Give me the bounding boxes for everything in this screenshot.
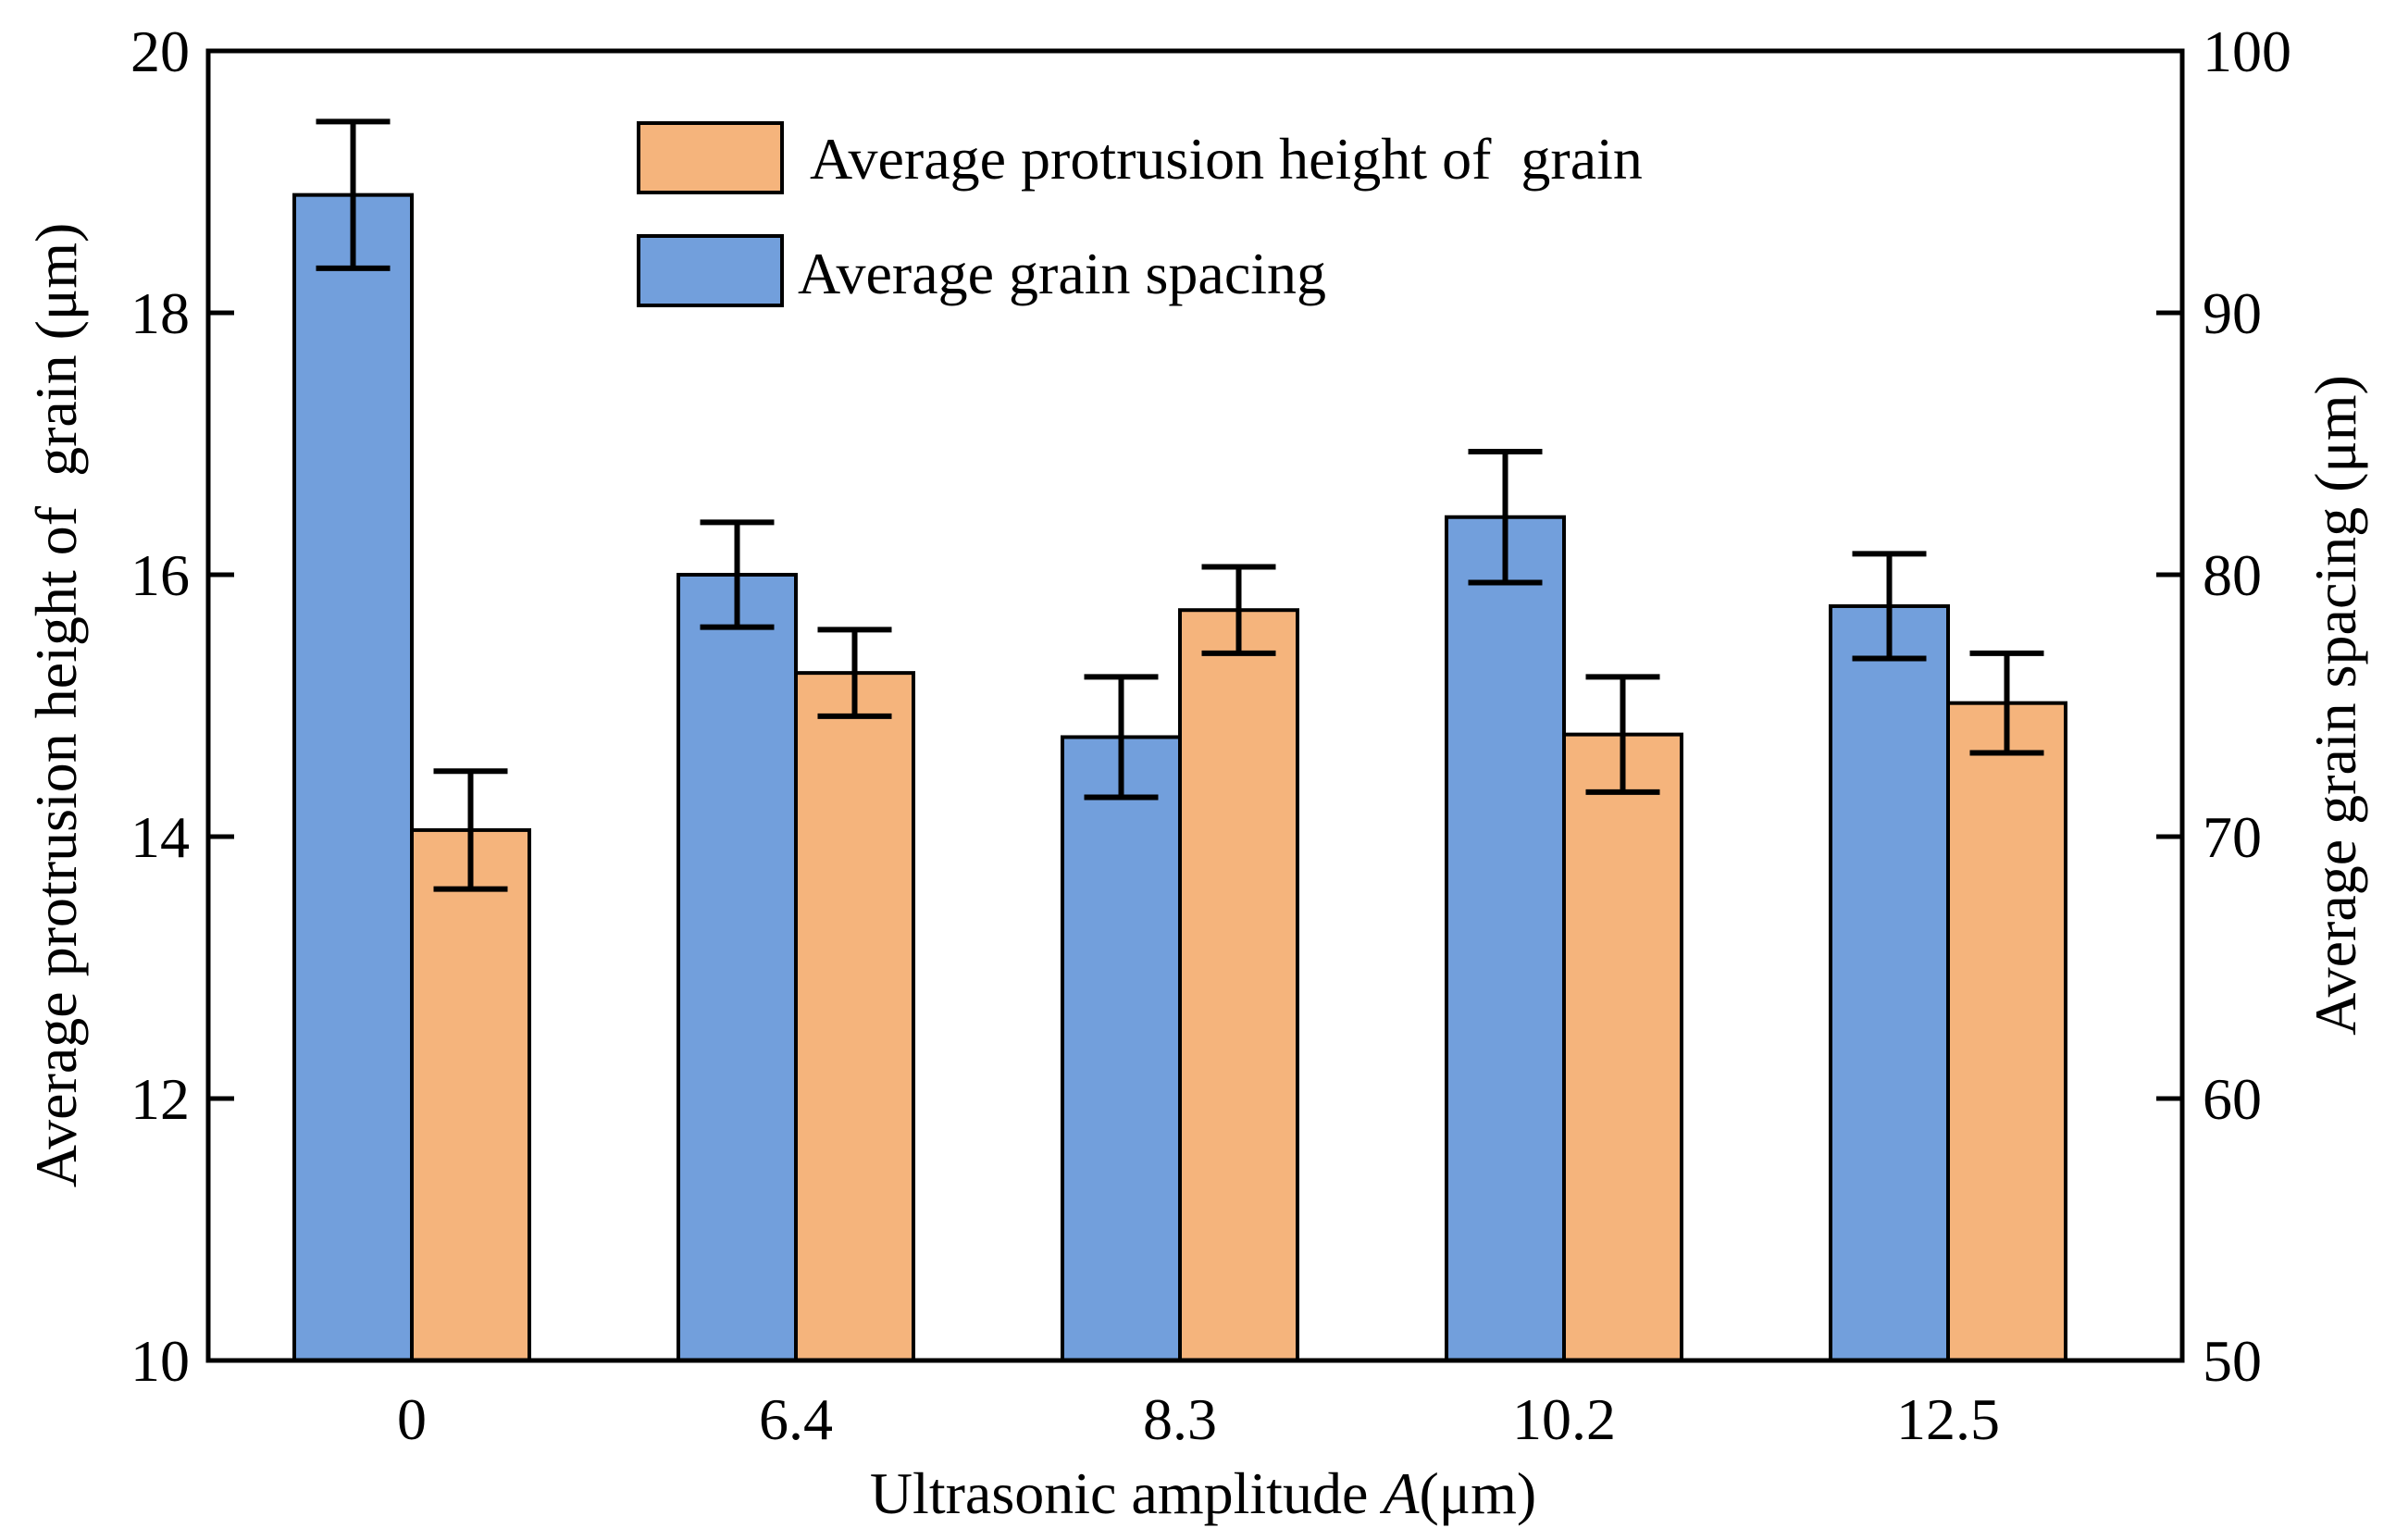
error-bar-grain-spacing-10.2 <box>1468 448 1543 586</box>
y-tick-label-right: 100 <box>2203 19 2291 84</box>
y-axis-title-left: Average protrusion height of grain (μm) <box>23 223 89 1188</box>
y-tick-label-right: 50 <box>2203 1328 2262 1394</box>
ticks-layer: 0 6.4 8.3 10.2 12.5 10 12 14 16 18 20 50 60 70 80 90 100 <box>130 19 2291 1452</box>
x-tick-label: 6.4 <box>759 1386 833 1452</box>
error-bar-grain-spacing-0 <box>316 118 391 271</box>
x-axis-title: Ultrasonic amplitude A(μm) <box>870 1460 1536 1526</box>
error-bar-protrusion-height-6.4 <box>817 627 892 719</box>
y-tick-label-right: 70 <box>2203 804 2262 870</box>
y-tick-label-right: 90 <box>2203 280 2262 346</box>
y-tick-label-left: 20 <box>130 19 190 84</box>
y-tick-label-left: 18 <box>130 280 190 346</box>
error-bar-grain-spacing-12.5 <box>1852 551 1927 662</box>
error-bar-protrusion-height-10.2 <box>1585 674 1660 795</box>
bar-protrusion-height-8.3 <box>1178 608 1299 1362</box>
y-tick-label-left: 10 <box>130 1328 190 1394</box>
bar-protrusion-height-0 <box>410 827 531 1362</box>
bar-grain-spacing-10.2 <box>1445 515 1566 1362</box>
legend-label-protrusion-height: Average protrusion height of grain <box>810 126 1643 192</box>
legend-swatch-grain-spacing <box>637 234 784 307</box>
y-tick-label-right: 60 <box>2203 1066 2262 1132</box>
x-tick-label: 10.2 <box>1512 1386 1616 1452</box>
y-tick-label-left: 14 <box>130 804 190 870</box>
x-tick-label: 0 <box>397 1386 427 1452</box>
error-bar-grain-spacing-6.4 <box>700 519 775 630</box>
bar-grain-spacing-8.3 <box>1061 735 1182 1362</box>
bars-layer <box>292 118 2067 1362</box>
error-bar-protrusion-height-0 <box>433 768 508 892</box>
x-tick-label: 12.5 <box>1896 1386 2000 1452</box>
bar-grain-spacing-12.5 <box>1829 603 1950 1362</box>
y-tick-label-right: 80 <box>2203 542 2262 608</box>
bar-grain-spacing-6.4 <box>677 573 798 1362</box>
x-tick-label: 8.3 <box>1143 1386 1217 1452</box>
legend-swatch-protrusion-height <box>637 121 784 194</box>
y-axis-title-right: Average grain spacing (μm) <box>2303 375 2368 1036</box>
error-bar-protrusion-height-12.5 <box>1969 650 2044 756</box>
error-bar-protrusion-height-8.3 <box>1201 564 1276 656</box>
bar-protrusion-height-10.2 <box>1562 732 1683 1362</box>
bar-protrusion-height-12.5 <box>1946 701 2067 1362</box>
y-tick-label-left: 12 <box>130 1066 190 1132</box>
error-bar-grain-spacing-8.3 <box>1084 674 1159 801</box>
x-axis-title-variable: A <box>1379 1460 1420 1526</box>
y-tick-label-left: 16 <box>130 542 190 608</box>
legend: Average protrusion height of grain Avera… <box>637 121 1643 307</box>
legend-label-grain-spacing: Average grain spacing <box>798 241 1326 306</box>
bar-protrusion-height-6.4 <box>794 671 915 1362</box>
x-axis-title-unit: (μm) <box>1419 1460 1536 1526</box>
x-axis-title-prefix: Ultrasonic amplitude <box>870 1460 1384 1526</box>
bar-grain-spacing-0 <box>292 192 414 1362</box>
plot-frame <box>205 48 2185 1363</box>
